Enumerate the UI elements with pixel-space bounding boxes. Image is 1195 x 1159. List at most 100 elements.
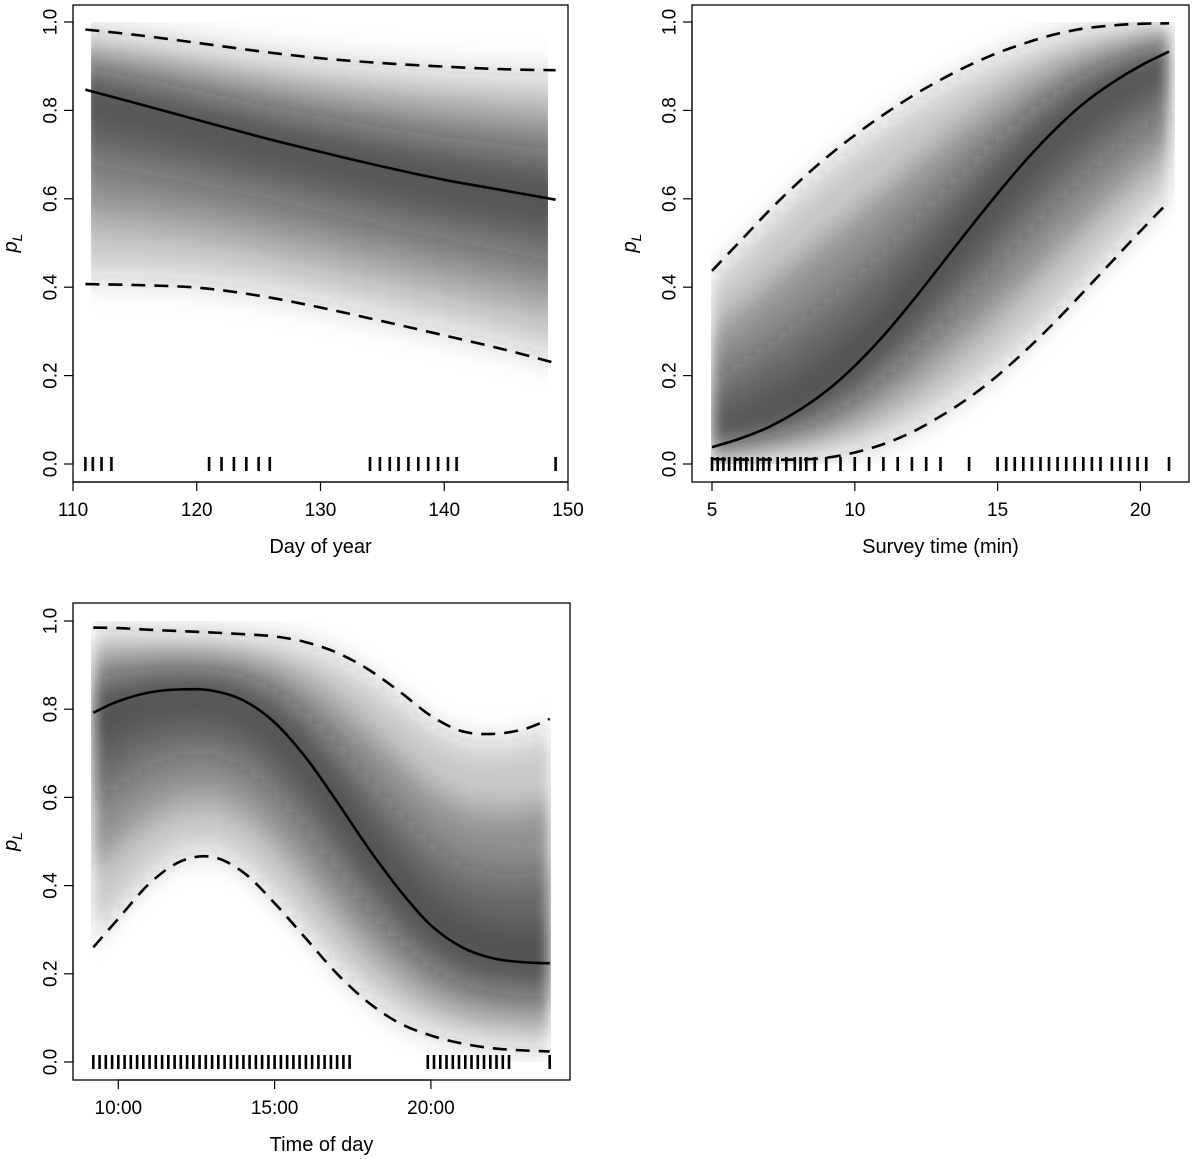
band-cell xyxy=(92,697,106,745)
band-cell xyxy=(103,693,118,739)
rug-marks xyxy=(710,457,1171,471)
y-axis-label-main: p xyxy=(619,241,641,253)
band-cell xyxy=(178,105,193,143)
band-cell xyxy=(284,131,298,169)
y-tick-label: 0.8 xyxy=(41,97,62,123)
band-cell xyxy=(225,117,240,154)
x-tick-label: 150 xyxy=(552,500,584,521)
band-cell xyxy=(172,680,186,716)
band-cell xyxy=(460,166,475,208)
panel-day-of-year: 110 120 130 140 150 0.0 0.2 0.4 0.6 0.8 1.0 Day o… xyxy=(0,4,584,558)
band-cell xyxy=(1042,120,1056,165)
y-tick-label: 0.6 xyxy=(660,186,681,212)
y-axis-label-subscript: L xyxy=(9,832,25,840)
band-cell xyxy=(126,686,140,728)
band-cell xyxy=(252,699,266,738)
credible-band-shading xyxy=(711,25,1170,459)
band-cell xyxy=(91,82,99,121)
band-cell xyxy=(448,164,463,206)
band-cell xyxy=(115,689,129,733)
band-cell xyxy=(722,413,736,445)
credible-band-shading xyxy=(92,631,551,1047)
x-tick-label: 20 xyxy=(1130,500,1151,521)
x-tick-label: 110 xyxy=(58,500,88,521)
band-cell xyxy=(377,841,391,891)
band-cell xyxy=(331,141,346,180)
band-cell xyxy=(484,170,498,212)
band-cell xyxy=(542,179,548,224)
band-cell xyxy=(217,685,232,720)
band-cell xyxy=(859,319,873,369)
band-cell xyxy=(531,177,545,221)
band-cell xyxy=(425,160,440,201)
y-axis-label-subscript: L xyxy=(9,234,25,242)
band-cell xyxy=(503,926,517,974)
lower-bound-line xyxy=(711,200,1170,462)
panel-survey-time: 5 10 15 20 0.0 0.2 0.4 0.6 0.8 1.0 Survey time (… xyxy=(619,4,1190,558)
x-tick-label: 130 xyxy=(305,500,337,521)
upper-bound-line xyxy=(93,626,551,736)
x-axis: 10:00 15:00 20:00 xyxy=(95,1079,455,1119)
band-cell xyxy=(413,158,428,198)
band-cell xyxy=(190,108,204,145)
band-cell xyxy=(745,403,759,438)
band-cell xyxy=(916,257,930,309)
y-axis-label: pL xyxy=(0,234,25,254)
band-cell xyxy=(480,922,494,970)
band-cell xyxy=(848,331,862,379)
band-cell xyxy=(468,919,483,967)
y-tick-label: 0.4 xyxy=(41,872,62,899)
band-cell xyxy=(836,341,851,388)
band-cell xyxy=(400,868,414,918)
band-cell xyxy=(514,927,528,976)
x-tick-label: 140 xyxy=(428,500,460,521)
band-cell xyxy=(319,139,334,177)
x-axis-label: Time of day xyxy=(270,1134,374,1156)
band-cell xyxy=(206,682,220,716)
band-cell xyxy=(149,682,163,720)
band-cell xyxy=(996,166,1010,215)
band-cell xyxy=(131,93,146,131)
band-cell xyxy=(525,927,540,976)
band-cell xyxy=(985,178,999,228)
lower-bound-line xyxy=(92,854,550,1053)
band-cell xyxy=(138,684,152,724)
band-cell xyxy=(1053,110,1068,154)
band-cell xyxy=(411,880,426,930)
upper-bound-line xyxy=(711,22,1170,272)
y-tick-label: 0.8 xyxy=(41,696,62,722)
y-tick-label: 1.0 xyxy=(41,608,62,634)
y-axis-label: pL xyxy=(0,832,25,852)
y-axis: 0.0 0.2 0.4 0.6 0.8 1.0 xyxy=(41,608,74,1075)
band-cell xyxy=(296,133,310,171)
x-axis: 5 10 15 20 xyxy=(707,481,1151,521)
y-tick-label: 0.2 xyxy=(41,961,62,987)
x-axis-label: Survey time (min) xyxy=(862,536,1019,558)
band-cell xyxy=(307,136,322,174)
y-axis: 0.0 0.2 0.4 0.6 0.8 1.0 xyxy=(660,9,693,477)
y-axis-label: pL xyxy=(619,234,644,254)
band-cell xyxy=(354,146,369,185)
y-axis-label-main: p xyxy=(0,840,22,852)
band-cell xyxy=(119,90,134,129)
band-cell xyxy=(320,767,334,814)
y-tick-label: 0.0 xyxy=(41,1049,62,1075)
band-cell xyxy=(507,173,522,217)
y-axis-label-subscript: L xyxy=(628,234,644,242)
band-cell xyxy=(768,390,782,430)
y-tick-label: 1.0 xyxy=(660,9,681,35)
band-cell xyxy=(491,925,505,973)
band-cell xyxy=(1088,85,1102,124)
x-tick-label: 5 xyxy=(707,500,718,521)
y-tick-label: 0.6 xyxy=(41,186,62,212)
band-cell xyxy=(779,383,793,424)
band-cell xyxy=(437,162,451,204)
y-tick-label: 0.2 xyxy=(660,362,681,388)
band-cell xyxy=(260,125,275,163)
band-cell xyxy=(366,149,381,188)
band-cell xyxy=(446,908,460,956)
band-cell xyxy=(390,153,404,193)
band-cell xyxy=(160,681,175,718)
y-tick-label: 0.4 xyxy=(660,274,681,301)
band-cell xyxy=(401,156,416,196)
